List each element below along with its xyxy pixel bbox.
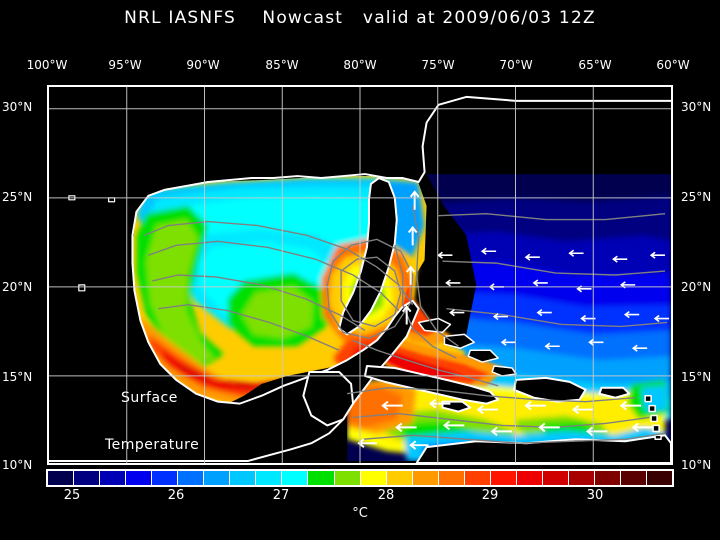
cbar-tick-30: 30 — [586, 488, 604, 503]
map-panel[interactable]: Surface Temperature — [47, 85, 673, 465]
lat-tick-left-20n: 20°N — [2, 280, 33, 294]
cbar-tick-28: 28 — [377, 488, 395, 503]
cbar-tick-25: 25 — [63, 488, 81, 503]
colorbar-cell-9 — [282, 471, 309, 485]
lon-tick-70w: 70°W — [499, 58, 533, 72]
colorbar-cell-5 — [178, 471, 205, 485]
colorbar-units-label: °C — [352, 506, 368, 521]
lat-tick-left-30n: 30°N — [2, 100, 33, 114]
sst-heatmap — [49, 87, 671, 463]
colorbar-cell-18 — [516, 471, 543, 485]
colorbar-cell-8 — [256, 471, 283, 485]
lat-tick-left-10n: 10°N — [2, 458, 33, 472]
lat-tick-right-30n: 30°N — [681, 100, 712, 114]
lat-tick-right-15n: 15°N — [681, 370, 712, 384]
colorbar[interactable] — [46, 469, 674, 487]
colorbar-cell-19 — [542, 471, 569, 485]
lat-tick-left-15n: 15°N — [2, 370, 33, 384]
page-title: NRL IASNFS Nowcast valid at 2009/06/03 1… — [124, 8, 596, 28]
lon-tick-65w: 65°W — [578, 58, 612, 72]
lon-tick-100w: 100°W — [26, 58, 68, 72]
colorbar-cell-22 — [621, 471, 648, 485]
colorbar-cell-13 — [386, 471, 413, 485]
colorbar-cell-11 — [334, 471, 361, 485]
lat-tick-left-25n: 25°N — [2, 190, 33, 204]
colorbar-cell-14 — [412, 471, 439, 485]
lon-tick-75w: 75°W — [421, 58, 455, 72]
colorbar-cell-1 — [74, 471, 101, 485]
colorbar-cell-20 — [568, 471, 595, 485]
cbar-tick-26: 26 — [167, 488, 185, 503]
lon-tick-90w: 90°W — [186, 58, 220, 72]
lat-tick-right-20n: 20°N — [681, 280, 712, 294]
colorbar-cell-4 — [152, 471, 179, 485]
colorbar-cell-0 — [48, 471, 75, 485]
lon-tick-60w: 60°W — [656, 58, 690, 72]
colorbar-cell-15 — [438, 471, 465, 485]
longitude-axis: 100°W 95°W 90°W 85°W 80°W 75°W 70°W 65°W… — [0, 58, 720, 74]
cbar-tick-29: 29 — [481, 488, 499, 503]
colorbar-cells — [48, 471, 673, 485]
colorbar-cell-10 — [308, 471, 335, 485]
colorbar-cell-21 — [594, 471, 622, 485]
contour-overlay — [144, 205, 668, 444]
lon-tick-80w: 80°W — [343, 58, 377, 72]
colorbar-cell-17 — [490, 471, 517, 485]
colorbar-cell-2 — [100, 471, 127, 485]
colorbar-ticks: 25 26 27 28 29 30 — [46, 488, 674, 504]
colorbar-cell-6 — [204, 471, 231, 485]
colorbar-cell-12 — [360, 471, 387, 485]
lon-tick-85w: 85°W — [265, 58, 299, 72]
colorbar-cell-23 — [647, 471, 673, 485]
colorbar-cell-3 — [126, 471, 153, 485]
colorbar-cell-16 — [464, 471, 491, 485]
field-label-line1: Surface — [121, 390, 178, 406]
lat-tick-right-25n: 25°N — [681, 190, 712, 204]
cbar-tick-27: 27 — [272, 488, 290, 503]
lon-tick-95w: 95°W — [108, 58, 142, 72]
graticule-grid — [49, 87, 671, 463]
colorbar-cell-7 — [230, 471, 257, 485]
current-vector-overlay — [357, 190, 670, 450]
lat-tick-right-10n: 10°N — [681, 458, 712, 472]
field-label-line2: Temperature — [105, 437, 200, 453]
